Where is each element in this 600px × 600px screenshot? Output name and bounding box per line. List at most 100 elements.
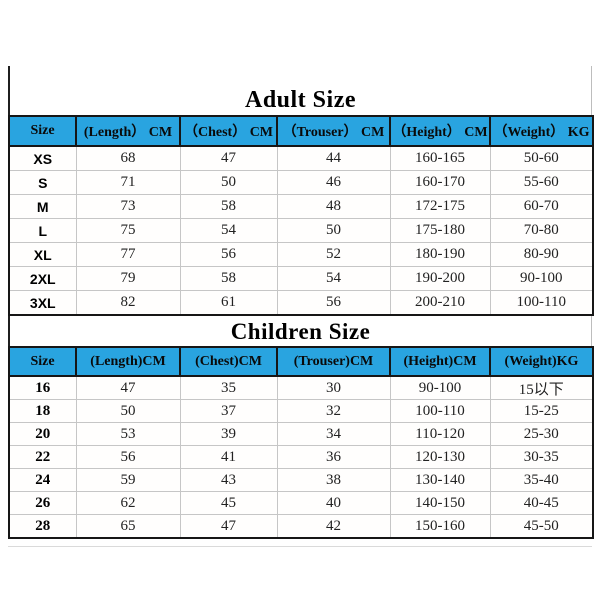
value-cell: 32 [276, 399, 391, 423]
value-cell: 90-100 [389, 375, 491, 400]
value-cell: 58 [179, 194, 278, 219]
value-cell: 40-45 [489, 491, 594, 515]
value-cell: 68 [75, 145, 181, 171]
value-cell: 100-110 [389, 399, 491, 423]
size-cell: 3XL [8, 290, 77, 316]
adult-col-header-trouser: （Trouser） CM [276, 115, 391, 147]
value-cell: 190-200 [389, 266, 491, 291]
value-cell: 47 [179, 514, 278, 539]
adult-size-title: Adult Size [244, 87, 356, 113]
value-cell: 120-130 [389, 445, 491, 469]
value-cell: 56 [179, 242, 278, 267]
table-row: 28 65 47 42 150-160 45-50 [8, 514, 594, 539]
size-cell: XS [8, 145, 77, 171]
value-cell: 30 [276, 375, 391, 400]
table-row: 24 59 43 38 130-140 35-40 [8, 468, 594, 492]
value-cell: 61 [179, 290, 278, 316]
adult-size-title-block: Adult Size [8, 66, 592, 115]
value-cell: 50 [276, 218, 391, 243]
value-cell: 25-30 [489, 422, 594, 446]
value-cell: 50 [179, 170, 278, 195]
value-cell: 39 [179, 422, 278, 446]
children-col-header-chest: (Chest)CM [179, 346, 278, 377]
value-cell: 55-60 [489, 170, 594, 195]
gridline-remnant [8, 546, 592, 547]
adult-col-header-length: (Length） CM [75, 115, 181, 147]
children-header-row: Size (Length)CM (Chest)CM (Trouser)CM (H… [8, 346, 594, 377]
value-cell: 35 [179, 375, 278, 400]
value-cell: 110-120 [389, 422, 491, 446]
value-cell: 79 [75, 266, 181, 291]
table-row: 16 47 35 30 90-100 15以下 [8, 375, 594, 400]
value-cell: 45 [179, 491, 278, 515]
value-cell: 77 [75, 242, 181, 267]
adult-col-header-height: （Height） CM [389, 115, 491, 147]
value-cell: 30-35 [489, 445, 594, 469]
value-cell: 47 [179, 145, 278, 171]
value-cell: 175-180 [389, 218, 491, 243]
value-cell: 200-210 [389, 290, 491, 316]
value-cell: 54 [179, 218, 278, 243]
value-cell: 150-160 [389, 514, 491, 539]
value-cell: 46 [276, 170, 391, 195]
value-cell: 59 [75, 468, 181, 492]
value-cell: 35-40 [489, 468, 594, 492]
value-cell: 38 [276, 468, 391, 492]
value-cell: 54 [276, 266, 391, 291]
size-cell: 2XL [8, 266, 77, 291]
value-cell: 37 [179, 399, 278, 423]
value-cell: 56 [276, 290, 391, 316]
size-cell: 28 [8, 514, 77, 539]
size-cell: S [8, 170, 77, 195]
children-size-title: Children Size [230, 318, 371, 344]
value-cell: 71 [75, 170, 181, 195]
children-col-header-size: Size [8, 346, 77, 377]
table-row: 26 62 45 40 140-150 40-45 [8, 491, 594, 515]
table-row: 2XL 79 58 54 190-200 90-100 [8, 266, 594, 291]
adult-col-header-size: Size [8, 115, 77, 147]
children-col-header-trouser: (Trouser)CM [276, 346, 391, 377]
size-cell: 20 [8, 422, 77, 446]
value-cell: 40 [276, 491, 391, 515]
children-col-header-weight: (Weight)KG [489, 346, 594, 377]
value-cell: 65 [75, 514, 181, 539]
children-col-header-length: (Length)CM [75, 346, 181, 377]
size-cell: 26 [8, 491, 77, 515]
adult-col-header-chest: （Chest） CM [179, 115, 278, 147]
table-row: 3XL 82 61 56 200-210 100-110 [8, 290, 594, 316]
table-row: M 73 58 48 172-175 60-70 [8, 194, 594, 219]
table-row: XS 68 47 44 160-165 50-60 [8, 145, 594, 171]
value-cell: 34 [276, 422, 391, 446]
value-cell: 160-165 [389, 145, 491, 171]
table-row: L 75 54 50 175-180 70-80 [8, 218, 594, 243]
adult-col-header-weight: （Weight） KG [489, 115, 594, 147]
value-cell: 43 [179, 468, 278, 492]
value-cell: 50-60 [489, 145, 594, 171]
table-row: XL 77 56 52 180-190 80-90 [8, 242, 594, 267]
adult-size-table: Size (Length） CM （Chest） CM （Trouser） CM… [8, 115, 594, 316]
size-cell: L [8, 218, 77, 243]
children-size-table: Size (Length)CM (Chest)CM (Trouser)CM (H… [8, 346, 594, 539]
table-row: S 71 50 46 160-170 55-60 [8, 170, 594, 195]
value-cell: 50 [75, 399, 181, 423]
value-cell: 41 [179, 445, 278, 469]
value-cell: 48 [276, 194, 391, 219]
children-col-header-height: (Height)CM [389, 346, 491, 377]
value-cell: 45-50 [489, 514, 594, 539]
size-chart: Adult Size Size (Length） CM （Chest） CM （… [8, 0, 594, 547]
value-cell: 172-175 [389, 194, 491, 219]
children-size-title-block: Children Size [8, 316, 592, 346]
value-cell: 73 [75, 194, 181, 219]
value-cell: 52 [276, 242, 391, 267]
value-cell: 36 [276, 445, 391, 469]
value-cell: 70-80 [489, 218, 594, 243]
table-row: 20 53 39 34 110-120 25-30 [8, 422, 594, 446]
table-row: 18 50 37 32 100-110 15-25 [8, 399, 594, 423]
adult-header-row: Size (Length） CM （Chest） CM （Trouser） CM… [8, 115, 594, 147]
value-cell: 90-100 [489, 266, 594, 291]
value-cell: 80-90 [489, 242, 594, 267]
value-cell: 42 [276, 514, 391, 539]
size-cell: 16 [8, 375, 77, 400]
value-cell: 62 [75, 491, 181, 515]
